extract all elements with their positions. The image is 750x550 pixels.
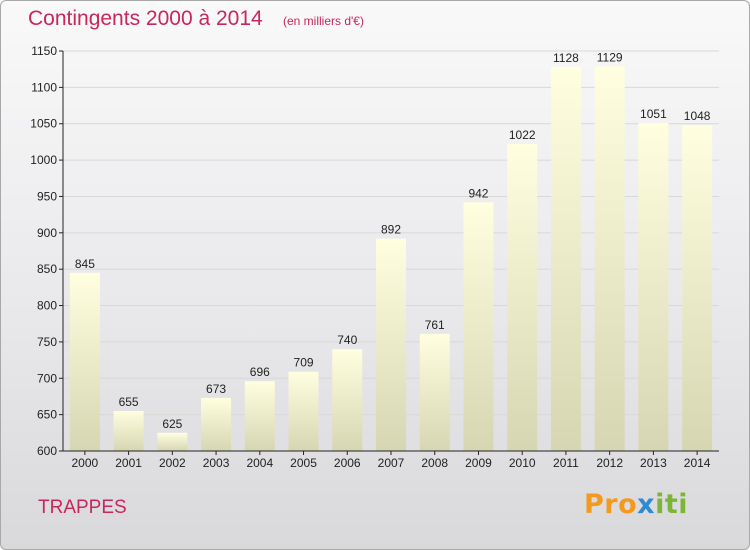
data-label-2012: 1129: [597, 50, 623, 64]
bar-2009: [463, 202, 494, 451]
bar-2007: [376, 238, 406, 451]
y-tick-label: 600: [37, 444, 57, 458]
x-tick-label-2001: 2001: [115, 456, 142, 470]
logo-part-2: x: [637, 489, 656, 520]
data-label-2006: 740: [337, 333, 357, 347]
y-tick-label: 800: [37, 299, 57, 313]
axes-layer: [59, 50, 719, 455]
data-label-2002: 625: [162, 417, 182, 431]
x-tick-label-2005: 2005: [290, 456, 317, 470]
x-tick-label-2011: 2011: [553, 456, 579, 470]
x-tick-label-2013: 2013: [640, 456, 667, 470]
y-tick-label: 950: [37, 189, 57, 203]
x-tick-label-2009: 2009: [465, 456, 492, 470]
y-tick-label: 750: [37, 335, 57, 349]
x-tick-label-2012: 2012: [596, 456, 623, 470]
y-tick-label: 1050: [30, 117, 57, 131]
data-label-2010: 1022: [509, 128, 536, 142]
data-label-2005: 709: [294, 356, 314, 370]
data-label-2014: 1048: [684, 109, 711, 123]
bar-2010: [507, 144, 538, 451]
labels-layer: 600 650 700 750 800 850 900 950 1000 1050 1100 1150…: [30, 44, 711, 470]
proxiti-logo[interactable]: Proxiti: [584, 489, 688, 520]
bar-2005: [288, 371, 319, 451]
logo-part-1: Pro: [584, 489, 638, 520]
bar-2001: [113, 411, 144, 451]
bar-2006: [332, 349, 363, 451]
x-tick-label-2003: 2003: [203, 456, 230, 470]
bar-2004: [244, 381, 275, 451]
x-tick-label-2008: 2008: [421, 456, 448, 470]
x-tick-label-2000: 2000: [72, 456, 99, 470]
bar-2003: [201, 397, 232, 451]
x-tick-label-2004: 2004: [246, 456, 273, 470]
chart-title: Contingents 2000 à 2014: [28, 7, 263, 30]
x-tick-label-2014: 2014: [684, 456, 711, 470]
y-tick-label: 1150: [31, 44, 57, 58]
y-tick-label: 850: [37, 262, 57, 276]
y-tick-label: 700: [37, 371, 57, 385]
data-label-2004: 696: [250, 365, 270, 379]
data-label-2008: 761: [425, 318, 445, 332]
bar-2008: [419, 333, 450, 451]
x-tick-label-2002: 2002: [159, 456, 186, 470]
y-tick-label: 650: [37, 408, 57, 422]
bar-2000: [69, 272, 100, 451]
data-label-2007: 892: [381, 223, 401, 237]
x-tick-label-2006: 2006: [334, 456, 361, 470]
bar-2013: [638, 123, 669, 451]
bar-2002: [157, 432, 188, 451]
bar-2014: [682, 125, 713, 451]
bar-2011: [550, 67, 581, 451]
x-tick-label-2007: 2007: [378, 456, 405, 470]
y-tick-label: 1000: [30, 153, 57, 167]
bars-layer: [69, 66, 713, 451]
x-tick-label-2010: 2010: [509, 456, 536, 470]
chart-subtitle: (en milliers d'€): [283, 14, 364, 28]
logo-part-3: iti: [655, 489, 688, 520]
data-label-2011: 1128: [553, 51, 579, 65]
commune-name: TRAPPES: [38, 497, 127, 518]
data-label-2009: 942: [468, 186, 488, 200]
data-label-2013: 1051: [640, 107, 667, 121]
bar-2012: [594, 66, 625, 451]
data-label-2003: 673: [206, 382, 226, 396]
y-tick-label: 1100: [31, 80, 57, 94]
y-tick-label: 900: [37, 226, 57, 240]
data-label-2000: 845: [75, 257, 95, 271]
data-label-2001: 655: [119, 395, 139, 409]
